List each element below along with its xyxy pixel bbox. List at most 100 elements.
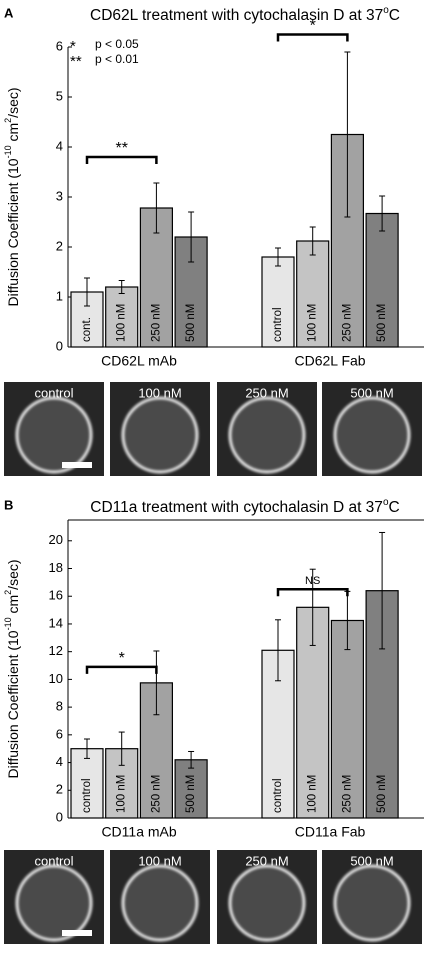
title-part: o [383, 5, 389, 16]
bar-label: 100 nM [307, 304, 319, 342]
y-tick-label: 18 [49, 560, 63, 575]
y-tick-label: 16 [49, 588, 63, 603]
y-tick-label: 4 [56, 138, 63, 153]
y-label-part: cm [5, 123, 21, 146]
error-bar [275, 247, 281, 267]
cell-body [123, 866, 197, 940]
significance-label: * [310, 18, 316, 35]
group-label: CD11a mAb [101, 824, 176, 840]
cell-body [123, 398, 197, 472]
title-part: CD62L treatment with cytochalasin D at 3… [90, 7, 383, 24]
error-bar [153, 650, 160, 716]
cell-membrane [228, 864, 306, 942]
image-label: 500 nM [350, 385, 393, 400]
cell-body [335, 866, 409, 940]
bar-label: 250 nM [341, 304, 353, 342]
bar-label: 500 nM [185, 304, 197, 342]
bar-label: 250 nM [341, 775, 353, 813]
cell-body [17, 866, 91, 940]
chart-title: CD11a treatment with cytochalasin D at 3… [90, 497, 399, 516]
bar-label: control [272, 307, 284, 342]
error-bar [309, 568, 316, 646]
group-label: CD62L mAb [101, 353, 177, 369]
title-part: C [389, 7, 400, 24]
bar-label: cont. [81, 317, 93, 342]
scale-bar [62, 462, 92, 468]
group-label: CD11a Fab [295, 824, 366, 840]
bar-label: 250 nM [150, 775, 162, 813]
image-label: control [34, 853, 73, 868]
y-tick-label: 10 [49, 671, 63, 686]
bar-label: 100 nM [307, 775, 319, 813]
significance-label: NS [305, 575, 320, 587]
y-label-part: Diffusion Coefficient (10 [5, 158, 21, 306]
image-label: 100 nM [138, 853, 181, 868]
image-label: 250 nM [245, 385, 288, 400]
cell-body [230, 398, 304, 472]
cell-membrane [333, 396, 411, 474]
bar [174, 759, 208, 819]
significance-bracket [276, 588, 349, 597]
error-bar [84, 738, 90, 759]
significance-bracket [276, 33, 349, 42]
legend-symbol: * [70, 38, 76, 55]
cell-body [335, 398, 409, 472]
scale-bar [62, 930, 92, 936]
significance-label: * [119, 650, 125, 667]
error-bar [84, 277, 90, 307]
significance-bracket [85, 155, 158, 164]
y-label-part: /sec) [5, 559, 21, 589]
cell-membrane [15, 396, 93, 474]
y-tick-label: 2 [56, 238, 63, 253]
legend-symbol: ** [70, 53, 82, 70]
panel-label: A [4, 5, 14, 20]
y-label-part: Diffusion Coefficient (10 [5, 630, 21, 778]
significance-label: ** [115, 140, 127, 157]
y-label-part: 2 [3, 118, 13, 123]
y-tick-label: 12 [49, 643, 63, 658]
bar [296, 240, 330, 348]
bar-label: control [81, 778, 93, 813]
bar [261, 256, 295, 348]
y-tick-label: 6 [56, 38, 63, 53]
image-label: 250 nM [245, 853, 288, 868]
cell-membrane [121, 396, 199, 474]
y-tick-label: 8 [56, 699, 63, 714]
error-bar [379, 195, 386, 232]
cell-membrane [121, 864, 199, 942]
chart-title: CD62L treatment with cytochalasin D at 3… [90, 5, 400, 24]
bar-label: 500 nM [376, 775, 388, 813]
bar-label: 250 nM [150, 304, 162, 342]
cell-membrane [15, 864, 93, 942]
cell-body [17, 398, 91, 472]
image-label: 500 nM [350, 853, 393, 868]
image-label: control [34, 385, 73, 400]
image-label: 100 nM [138, 385, 181, 400]
error-bar [118, 280, 125, 294]
title-part: o [383, 497, 389, 508]
y-axis-label: Diffusion Coefficient (10-10 cm2/sec) [3, 559, 20, 778]
y-label-part: -10 [3, 145, 13, 158]
y-tick-label: 1 [56, 288, 63, 303]
error-bar [379, 531, 386, 650]
error-bar [344, 51, 351, 218]
error-bar [275, 619, 281, 682]
y-label-part: -10 [3, 617, 13, 630]
cell-membrane [333, 864, 411, 942]
y-axis-label: Diffusion Coefficient (10-10 cm2/sec) [3, 87, 20, 306]
cell-body [230, 866, 304, 940]
legend-label: p < 0.01 [95, 52, 139, 66]
y-tick-label: 6 [56, 726, 63, 741]
title-part: C [389, 499, 400, 516]
error-bar [188, 211, 195, 263]
title-part: CD11a treatment with cytochalasin D at 3… [90, 499, 383, 516]
bar [105, 286, 139, 348]
bar [330, 619, 364, 819]
y-label-part: cm [5, 595, 21, 618]
y-tick-label: 0 [56, 338, 63, 353]
bar-label: control [272, 778, 284, 813]
significance-bracket [85, 665, 158, 674]
y-tick-label: 0 [56, 809, 63, 824]
error-bar [188, 750, 195, 769]
